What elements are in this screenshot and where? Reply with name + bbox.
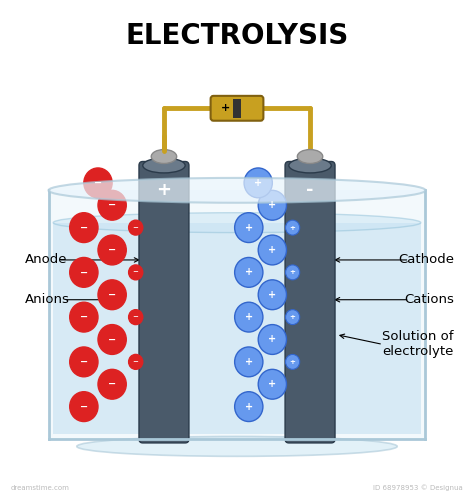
Circle shape bbox=[70, 258, 98, 288]
Text: +: + bbox=[245, 402, 253, 411]
Text: −: − bbox=[108, 379, 116, 389]
Circle shape bbox=[128, 265, 143, 280]
Circle shape bbox=[98, 280, 126, 310]
Text: Anions: Anions bbox=[25, 293, 70, 306]
Circle shape bbox=[128, 310, 143, 324]
Circle shape bbox=[235, 347, 263, 377]
Text: Cathode: Cathode bbox=[398, 254, 454, 266]
Circle shape bbox=[285, 265, 300, 280]
Text: −: − bbox=[108, 334, 116, 344]
Text: −: − bbox=[133, 224, 138, 230]
Circle shape bbox=[84, 168, 112, 198]
Text: +: + bbox=[268, 245, 276, 255]
Text: −: − bbox=[108, 290, 116, 300]
Text: −: − bbox=[133, 270, 138, 276]
Bar bbox=[48, 190, 426, 439]
Text: −: − bbox=[80, 402, 88, 411]
Circle shape bbox=[70, 212, 98, 242]
Ellipse shape bbox=[48, 178, 426, 203]
Circle shape bbox=[70, 392, 98, 422]
Text: +: + bbox=[268, 200, 276, 210]
Circle shape bbox=[235, 392, 263, 422]
Circle shape bbox=[258, 235, 286, 265]
Circle shape bbox=[128, 220, 143, 235]
Circle shape bbox=[258, 324, 286, 354]
Text: +: + bbox=[245, 357, 253, 367]
Circle shape bbox=[258, 280, 286, 310]
Text: Cations: Cations bbox=[404, 293, 454, 306]
Text: ELECTROLYSIS: ELECTROLYSIS bbox=[126, 22, 348, 50]
Text: −: − bbox=[94, 178, 102, 188]
Text: +: + bbox=[245, 312, 253, 322]
Text: +: + bbox=[245, 268, 253, 278]
Text: +: + bbox=[268, 379, 276, 389]
Circle shape bbox=[258, 190, 286, 220]
Text: −: − bbox=[80, 312, 88, 322]
Ellipse shape bbox=[151, 150, 177, 164]
Circle shape bbox=[98, 370, 126, 399]
Circle shape bbox=[98, 235, 126, 265]
Text: −: − bbox=[108, 200, 116, 210]
Circle shape bbox=[235, 212, 263, 242]
Text: +: + bbox=[245, 222, 253, 232]
Circle shape bbox=[244, 168, 273, 198]
Text: +: + bbox=[268, 334, 276, 344]
Text: +: + bbox=[290, 314, 296, 320]
Text: +: + bbox=[290, 224, 296, 230]
Text: −: − bbox=[80, 357, 88, 367]
Ellipse shape bbox=[53, 212, 421, 233]
Ellipse shape bbox=[289, 158, 331, 173]
Bar bbox=[233, 99, 241, 117]
Circle shape bbox=[285, 354, 300, 370]
Text: +: + bbox=[220, 104, 230, 114]
Text: −: − bbox=[80, 222, 88, 232]
Circle shape bbox=[70, 347, 98, 377]
Ellipse shape bbox=[77, 436, 397, 456]
Text: -: - bbox=[306, 182, 314, 200]
Text: dreamstime.com: dreamstime.com bbox=[11, 485, 70, 491]
Text: −: − bbox=[108, 245, 116, 255]
Circle shape bbox=[258, 370, 286, 399]
Circle shape bbox=[128, 354, 143, 370]
Circle shape bbox=[98, 190, 126, 220]
Text: ID 68978953 © Designua: ID 68978953 © Designua bbox=[374, 484, 463, 491]
Text: +: + bbox=[268, 290, 276, 300]
Circle shape bbox=[98, 324, 126, 354]
Text: +: + bbox=[254, 178, 262, 188]
Text: +: + bbox=[290, 270, 296, 276]
FancyBboxPatch shape bbox=[285, 162, 335, 443]
Circle shape bbox=[235, 302, 263, 332]
Text: +: + bbox=[156, 182, 172, 200]
FancyBboxPatch shape bbox=[210, 96, 264, 120]
Circle shape bbox=[235, 258, 263, 288]
Ellipse shape bbox=[143, 158, 185, 173]
Text: −: − bbox=[133, 359, 138, 365]
Text: −: − bbox=[80, 268, 88, 278]
Text: +: + bbox=[290, 359, 296, 365]
Circle shape bbox=[285, 310, 300, 324]
Text: Solution of
electrolyte: Solution of electrolyte bbox=[382, 330, 454, 358]
Text: Anode: Anode bbox=[25, 254, 67, 266]
Bar bbox=[53, 222, 421, 434]
Ellipse shape bbox=[297, 150, 323, 164]
Circle shape bbox=[70, 302, 98, 332]
Text: −: − bbox=[133, 314, 138, 320]
Circle shape bbox=[285, 220, 300, 235]
FancyBboxPatch shape bbox=[139, 162, 189, 443]
